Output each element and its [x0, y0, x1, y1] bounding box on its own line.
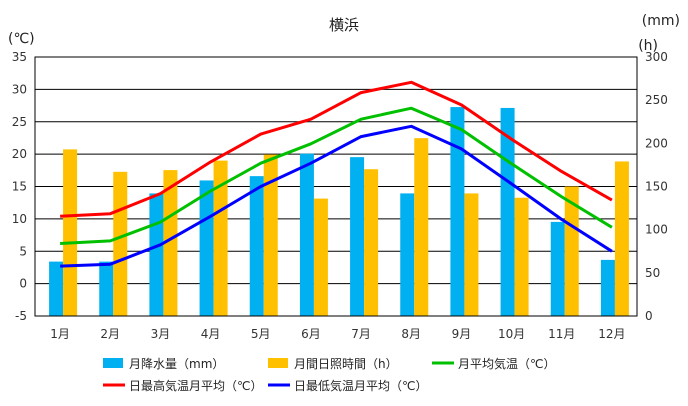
right-axis-unit-h: (h) — [638, 38, 658, 54]
x-tick-label: 11月 — [548, 327, 575, 341]
bar — [313, 198, 328, 316]
legend-swatch — [103, 358, 123, 368]
left-tick-label: 20 — [12, 147, 27, 161]
left-tick-label: 10 — [12, 212, 27, 226]
series-line — [60, 106, 613, 245]
right-tick-label: 200 — [645, 136, 668, 150]
bar — [49, 261, 64, 316]
x-tick-label: 2月 — [100, 327, 120, 341]
x-tick-label: 8月 — [401, 327, 421, 341]
bar — [550, 221, 565, 316]
bar — [113, 171, 128, 316]
right-axis-unit-mm: (mm) — [642, 13, 680, 29]
x-tick-label: 4月 — [201, 327, 221, 341]
bar — [199, 180, 214, 316]
left-tick-label: -5 — [15, 309, 27, 323]
right-tick-label: 50 — [645, 266, 660, 280]
legend-label: 日最低気温月平均（℃） — [294, 378, 427, 393]
bar — [299, 153, 314, 316]
x-tick-label: 10月 — [498, 327, 525, 341]
x-tick-label: 6月 — [301, 327, 321, 341]
x-tick-label: 3月 — [151, 327, 171, 341]
left-tick-label: 25 — [12, 115, 27, 129]
left-axis-unit: (℃) — [8, 31, 35, 47]
left-tick-label: 5 — [19, 244, 27, 258]
plot-area-border — [34, 56, 638, 317]
right-tick-label: 0 — [645, 309, 653, 323]
bar — [263, 154, 278, 316]
bar — [99, 261, 114, 316]
left-tick-label: 30 — [12, 82, 27, 96]
bar — [614, 161, 629, 316]
legend-label: 日最高気温月平均（℃） — [129, 378, 262, 393]
bar — [450, 107, 465, 316]
x-tick-label: 5月 — [251, 327, 271, 341]
right-tick-label: 300 — [645, 50, 668, 64]
x-tick-label: 7月 — [351, 327, 371, 341]
bar — [514, 197, 529, 316]
bar — [63, 149, 78, 316]
x-tick-label: 1月 — [50, 327, 70, 341]
left-tick-label: 35 — [12, 50, 27, 64]
right-tick-label: 250 — [645, 93, 668, 107]
right-tick-label: 150 — [645, 180, 668, 194]
series-line — [60, 80, 613, 218]
bar — [213, 160, 228, 316]
x-tick-label: 9月 — [452, 327, 472, 341]
legend-label: 月平均気温（℃） — [458, 356, 555, 371]
bar — [414, 138, 429, 316]
x-tick-label: 12月 — [598, 327, 625, 341]
bar — [364, 169, 379, 316]
bar — [600, 259, 615, 316]
bar — [464, 193, 479, 316]
right-tick-label: 100 — [645, 223, 668, 237]
bar — [564, 186, 579, 316]
bar — [249, 176, 264, 316]
legend-label: 月降水量（mm） — [129, 357, 224, 371]
legend-label: 月間日照時間（h） — [294, 357, 398, 371]
bar — [149, 193, 164, 316]
bar — [163, 170, 178, 316]
series-line — [60, 124, 613, 268]
bar — [350, 157, 365, 316]
bar — [400, 193, 415, 316]
left-tick-label: 0 — [19, 277, 27, 291]
legend-swatch — [268, 358, 288, 368]
chart-title: 横浜 — [329, 16, 359, 34]
left-tick-label: 15 — [12, 180, 27, 194]
